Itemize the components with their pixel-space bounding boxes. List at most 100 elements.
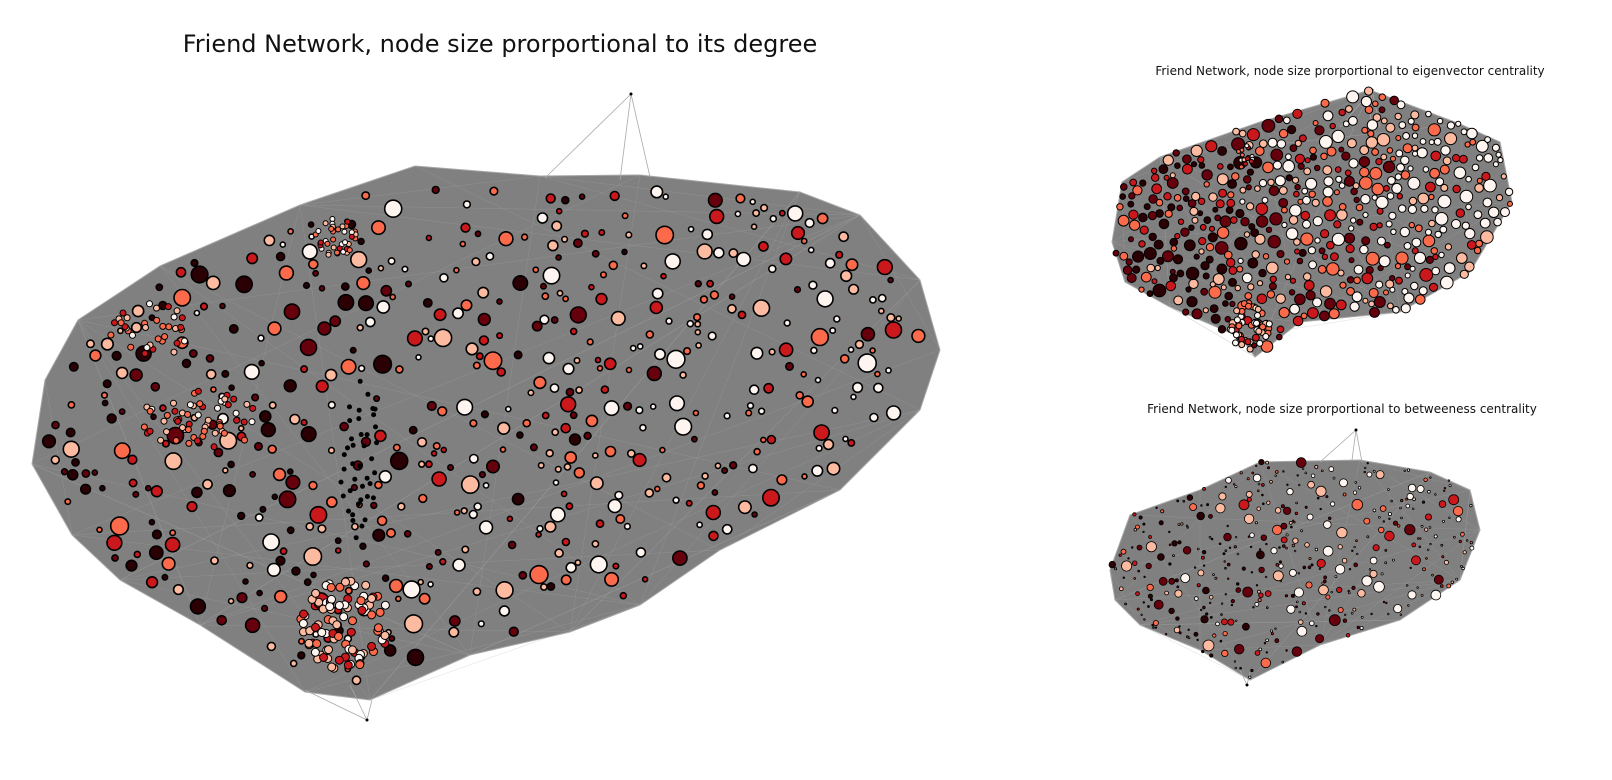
network-node bbox=[1377, 265, 1384, 272]
network-node bbox=[286, 468, 294, 475]
network-node bbox=[365, 267, 373, 274]
network-node bbox=[1469, 541, 1473, 545]
network-node bbox=[1483, 178, 1497, 193]
network-node bbox=[1280, 522, 1288, 530]
network-node bbox=[1155, 198, 1164, 207]
network-node bbox=[1202, 639, 1215, 652]
network-node bbox=[1283, 116, 1291, 125]
network-node bbox=[1366, 119, 1379, 131]
network-node bbox=[1182, 308, 1190, 316]
network-node bbox=[1369, 307, 1380, 318]
network-node bbox=[311, 622, 320, 632]
network-node bbox=[199, 302, 209, 311]
network-node bbox=[1212, 573, 1215, 576]
network-node bbox=[1270, 632, 1274, 636]
network-node bbox=[1254, 305, 1262, 313]
network-node bbox=[1491, 143, 1500, 152]
network-node bbox=[1152, 626, 1155, 629]
network-node bbox=[309, 505, 328, 524]
network-node bbox=[1258, 179, 1268, 188]
network-node bbox=[237, 424, 245, 432]
network-node bbox=[1469, 504, 1473, 508]
network-node bbox=[1286, 483, 1289, 487]
network-node bbox=[224, 401, 232, 409]
network-node bbox=[649, 403, 657, 410]
network-node bbox=[1284, 594, 1288, 598]
network-node bbox=[365, 391, 371, 397]
network-node bbox=[591, 539, 600, 548]
network-node bbox=[424, 460, 433, 469]
network-node bbox=[1233, 643, 1245, 655]
network-node bbox=[761, 488, 780, 507]
network-node bbox=[1145, 541, 1157, 553]
network-node bbox=[532, 266, 540, 274]
network-node bbox=[1338, 182, 1346, 189]
network-node bbox=[1353, 545, 1356, 549]
network-node bbox=[1151, 278, 1158, 285]
network-node bbox=[325, 251, 332, 258]
network-node bbox=[1168, 607, 1175, 615]
network-node bbox=[1128, 219, 1141, 231]
network-node bbox=[496, 367, 507, 377]
network-node bbox=[1227, 618, 1235, 626]
network-node bbox=[1239, 666, 1242, 670]
network-node bbox=[1236, 552, 1240, 556]
network-node bbox=[1385, 279, 1395, 289]
network-node bbox=[810, 327, 830, 347]
network-node bbox=[750, 223, 758, 230]
network-node bbox=[150, 485, 164, 498]
network-node bbox=[1402, 143, 1413, 154]
network-node bbox=[560, 235, 569, 243]
network-node bbox=[498, 231, 514, 247]
network-node bbox=[1428, 282, 1439, 292]
network-node bbox=[1338, 108, 1346, 117]
network-node bbox=[1339, 281, 1347, 289]
network-node bbox=[1288, 521, 1293, 525]
network-node bbox=[1272, 160, 1282, 170]
edge-line bbox=[1159, 156, 1401, 313]
network-node bbox=[1208, 285, 1222, 299]
network-node bbox=[243, 363, 260, 381]
network-node bbox=[1246, 497, 1252, 503]
network-node bbox=[427, 580, 434, 588]
network-node bbox=[334, 655, 344, 665]
network-node bbox=[708, 530, 719, 542]
network-node bbox=[801, 473, 808, 480]
network-node bbox=[373, 623, 383, 633]
network-node bbox=[580, 229, 590, 238]
network-node bbox=[1208, 514, 1213, 519]
network-node bbox=[1301, 187, 1309, 195]
network-node bbox=[1142, 530, 1145, 534]
network-node bbox=[1154, 264, 1161, 272]
network-node bbox=[431, 185, 440, 195]
network-node bbox=[1447, 479, 1451, 482]
network-node bbox=[1222, 631, 1228, 637]
network-node bbox=[387, 257, 396, 266]
network-node bbox=[1205, 612, 1209, 616]
network-node bbox=[1324, 605, 1327, 609]
network-node bbox=[807, 246, 815, 254]
network-node bbox=[202, 478, 213, 490]
network-node bbox=[1245, 302, 1252, 310]
network-node bbox=[1312, 216, 1323, 227]
network-node bbox=[1282, 159, 1295, 173]
network-node bbox=[1216, 173, 1229, 186]
network-node bbox=[1185, 524, 1189, 528]
network-node bbox=[1251, 471, 1255, 475]
network-node bbox=[1466, 240, 1477, 250]
network-node bbox=[1416, 485, 1425, 493]
network-node bbox=[1202, 307, 1209, 314]
network-node bbox=[1174, 589, 1183, 598]
network-node bbox=[222, 467, 229, 474]
network-node bbox=[352, 476, 358, 482]
network-node bbox=[816, 290, 834, 308]
network-node bbox=[1249, 545, 1253, 549]
network-node bbox=[121, 323, 129, 331]
network-node bbox=[205, 368, 217, 380]
network-node bbox=[1294, 139, 1302, 147]
network-node bbox=[1480, 230, 1494, 244]
network-node bbox=[347, 418, 353, 424]
network-node bbox=[240, 418, 248, 426]
network-node bbox=[1133, 577, 1136, 580]
network-node bbox=[249, 470, 256, 478]
